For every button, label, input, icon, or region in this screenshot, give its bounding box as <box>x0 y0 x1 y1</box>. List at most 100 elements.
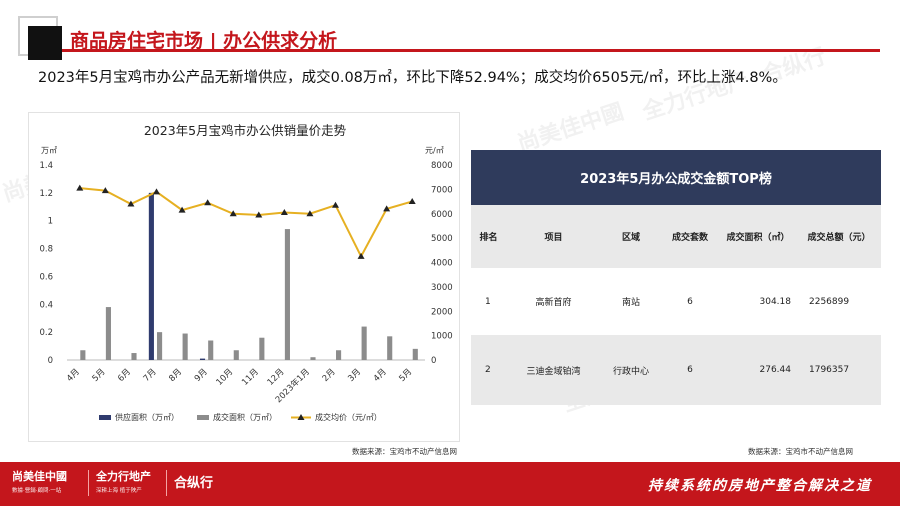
y-left-tick: 0.4 <box>39 300 53 310</box>
table-source: 数据来源：宝鸡市不动产信息网 <box>748 447 853 456</box>
cell-total: 2256899 <box>809 296 850 307</box>
x-tick-label: 5月 <box>397 367 414 384</box>
price-point <box>76 184 84 191</box>
cell-rank: 1 <box>485 296 491 307</box>
x-tick-label: 5月 <box>91 367 108 384</box>
y-right-tick: 1000 <box>431 332 453 342</box>
price-point <box>332 201 339 208</box>
price-line <box>79 187 413 259</box>
x-tick-label: 12月 <box>266 367 287 388</box>
chart-title: 2023年5月宝鸡市办公供销量价走势 <box>144 123 347 138</box>
cell-rank: 2 <box>485 365 491 375</box>
x-tick-label: 8月 <box>167 367 184 384</box>
sales-bar <box>310 357 316 360</box>
footer-brand-1: 尚美佳中國 數據·營銷·顧問·一站 <box>12 468 67 494</box>
price-point <box>204 199 212 206</box>
y-right-tick: 5000 <box>431 234 453 244</box>
table-title: 2023年5月办公成交金额TOP榜 <box>471 150 881 205</box>
table-row: 1 高新首府 南站 6 304.18 2256899 <box>471 268 881 335</box>
sales-bar <box>336 350 342 360</box>
sales-bar <box>157 332 163 360</box>
th-rank: 排名 <box>479 233 498 243</box>
sales-bar <box>259 337 265 360</box>
y-left-tick: 0.8 <box>39 245 53 255</box>
sales-bar <box>131 353 137 360</box>
supply-bar <box>199 358 206 360</box>
price-point <box>229 210 237 217</box>
price-point <box>101 187 109 194</box>
legend-supply-swatch <box>99 415 111 420</box>
footer-brand-2: 全力行地产 深耕上海 植于陕产 <box>96 468 151 494</box>
sales-bar <box>182 333 188 360</box>
chart-source: 数据来源：宝鸡市不动产信息网 <box>352 447 457 456</box>
y-right-tick: 8000 <box>431 161 453 171</box>
price-point <box>153 188 160 195</box>
footer-brand-3-name: 合纵行 <box>174 476 214 491</box>
y-right-unit: 元/㎡ <box>425 146 444 155</box>
footer-bar: 尚美佳中國 數據·營銷·顧問·一站 全力行地产 深耕上海 植于陕产 合纵行 持续… <box>0 462 900 506</box>
x-tick-label: 6月 <box>116 367 133 384</box>
x-tick-label: 10月 <box>215 367 236 388</box>
th-units: 成交套数 <box>671 233 708 243</box>
sales-bar <box>208 340 214 360</box>
y-right-tick: 0 <box>431 356 436 366</box>
table-row: 2 三迪金域铂湾 行政中心 6 276.44 1796357 <box>471 335 881 405</box>
price-point <box>357 252 365 259</box>
cell-floor-area: 304.18 <box>759 296 792 307</box>
logo-block <box>28 26 62 60</box>
legend-price-label: 成交均价（元/㎡） <box>315 412 382 422</box>
x-tick-label: 2月 <box>321 367 338 384</box>
footer-brand-2-sub: 深耕上海 植于陕产 <box>96 488 142 494</box>
price-point <box>306 210 314 217</box>
table-header-row: 排名 项目 区域 成交套数 成交面积（㎡） 成交总额（元） <box>471 205 881 268</box>
sales-bar <box>387 336 393 360</box>
th-floor-area: 成交面积（㎡） <box>726 233 790 243</box>
summary-text: 2023年5月宝鸡市办公产品无新增供应，成交0.08万㎡，环比下降52.94%；… <box>38 70 787 86</box>
legend-price-marker <box>297 414 305 420</box>
page-title: 商品房住宅市场 | 办公供求分析 <box>70 30 338 52</box>
y-right-tick: 3000 <box>431 283 453 293</box>
th-total: 成交总额（元） <box>807 233 871 243</box>
y-right-tick: 7000 <box>431 185 453 195</box>
footer-slogan: 持续系统的房地产整合解决之道 <box>648 478 872 494</box>
footer-divider <box>166 470 167 496</box>
y-left-unit: 万㎡ <box>41 146 57 155</box>
x-tick-label: 7月 <box>142 367 159 384</box>
cell-units: 6 <box>687 296 693 307</box>
th-project: 项目 <box>544 233 563 243</box>
footer-brand-1-name: 尚美佳中國 <box>12 470 67 483</box>
top-table: 2023年5月办公成交金额TOP榜 排名 项目 区域 成交套数 成交面积（㎡） … <box>471 150 881 405</box>
price-point <box>127 200 135 207</box>
footer-divider <box>88 470 89 496</box>
price-point <box>280 209 288 216</box>
price-point <box>383 205 391 212</box>
y-left-tick: 1.2 <box>39 189 53 199</box>
footer-brand-1-sub: 數據·營銷·顧問·一站 <box>12 488 62 494</box>
y-left-tick: 0 <box>48 356 53 366</box>
footer-brand-2-name: 全力行地产 <box>96 470 151 483</box>
cell-area: 行政中心 <box>612 366 649 377</box>
sales-bar <box>80 350 86 360</box>
x-tick-label: 4月 <box>372 367 389 384</box>
x-tick-label: 9月 <box>193 367 210 384</box>
sales-bar <box>233 350 239 360</box>
y-right-tick: 4000 <box>431 259 453 269</box>
cell-area: 南站 <box>621 298 640 308</box>
legend-sales-swatch <box>197 415 209 420</box>
price-point <box>408 197 416 204</box>
y-left-tick: 0.2 <box>39 328 53 338</box>
supply-bar <box>148 192 154 360</box>
footer-brand-3: 合纵行 <box>174 472 213 491</box>
cell-project: 高新首府 <box>535 298 572 308</box>
legend-supply-label: 供应面积（万㎡） <box>115 412 179 422</box>
th-area: 区域 <box>621 233 640 243</box>
cell-units: 6 <box>687 365 693 375</box>
sales-bar <box>412 348 418 360</box>
y-right-tick: 2000 <box>431 307 453 317</box>
title-bar: 商品房住宅市场 | 办公供求分析 <box>62 26 880 52</box>
chart-panel: 2023年5月宝鸡市办公供销量价走势 万㎡ 元/㎡ 1.4 1.2 1 0.8 0.6 0.4 0… <box>28 112 460 442</box>
sales-bar <box>284 229 290 360</box>
x-tick-label: 3月 <box>346 367 363 384</box>
price-point <box>255 211 263 218</box>
x-tick-label: 11月 <box>240 367 261 388</box>
